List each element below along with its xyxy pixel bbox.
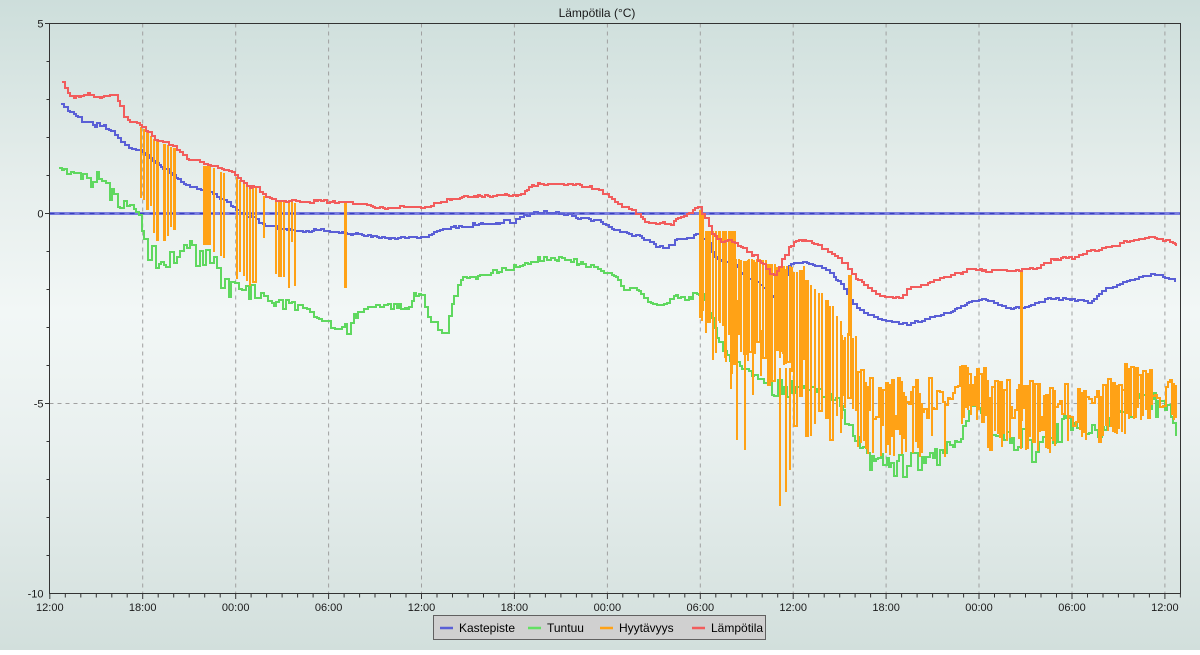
svg-text:06:00: 06:00 (1058, 602, 1086, 614)
svg-text:18:00: 18:00 (501, 602, 529, 614)
svg-text:Tuntuu: Tuntuu (547, 621, 584, 635)
svg-text:0: 0 (37, 209, 43, 221)
svg-text:00:00: 00:00 (222, 602, 250, 614)
svg-text:12:00: 12:00 (36, 602, 64, 614)
svg-text:00:00: 00:00 (965, 602, 993, 614)
svg-text:00:00: 00:00 (594, 602, 622, 614)
svg-text:Lämpötila (°C): Lämpötila (°C) (559, 6, 636, 20)
svg-text:18:00: 18:00 (872, 602, 900, 614)
svg-text:12:00: 12:00 (1151, 602, 1179, 614)
svg-text:-10: -10 (28, 589, 44, 601)
svg-text:5: 5 (37, 19, 43, 31)
svg-text:12:00: 12:00 (779, 602, 807, 614)
svg-text:06:00: 06:00 (687, 602, 715, 614)
svg-text:Kastepiste: Kastepiste (459, 621, 515, 635)
svg-text:-5: -5 (34, 399, 44, 411)
svg-text:06:00: 06:00 (315, 602, 343, 614)
svg-text:Hyytävyys: Hyytävyys (619, 621, 674, 635)
svg-text:12:00: 12:00 (408, 602, 436, 614)
svg-text:18:00: 18:00 (129, 602, 157, 614)
svg-text:Lämpötila: Lämpötila (711, 621, 763, 635)
